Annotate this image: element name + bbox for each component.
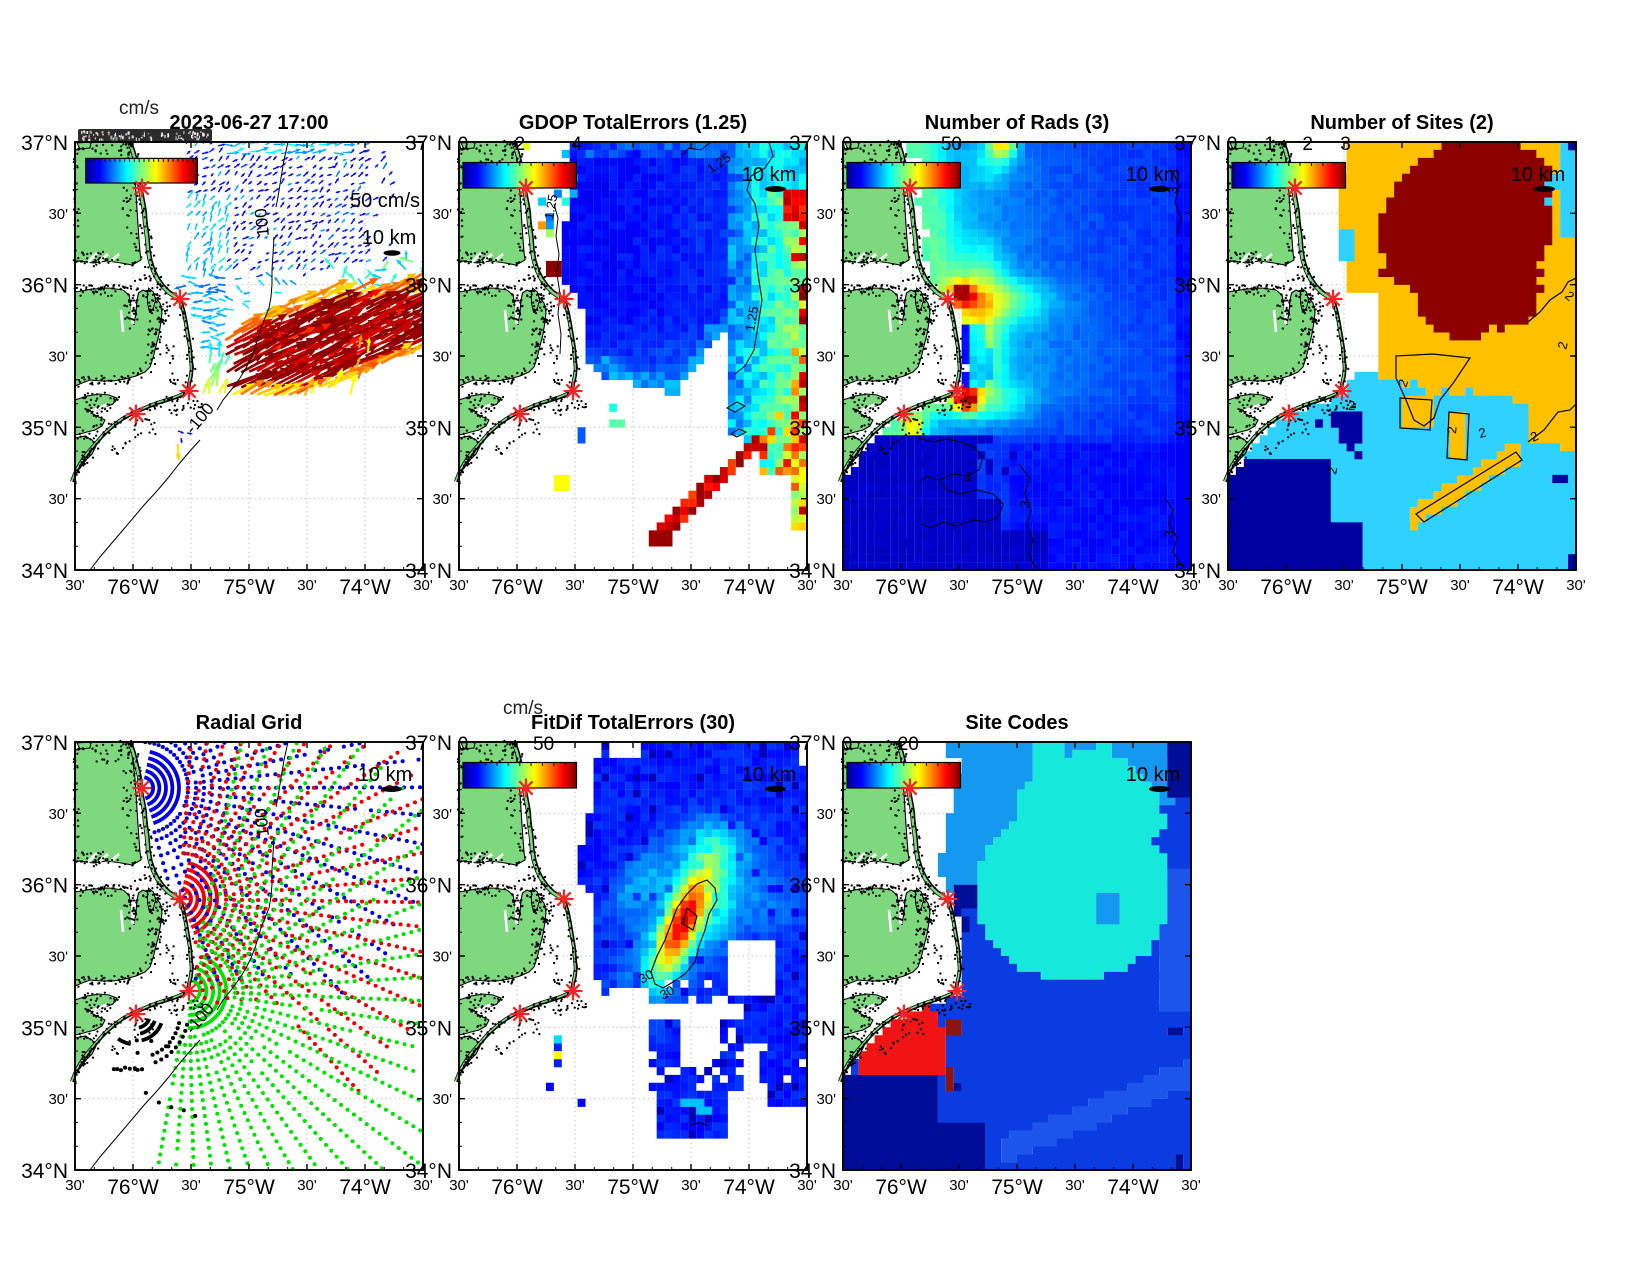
svg-text:1.25: 1.25 xyxy=(541,193,560,221)
svg-text:3: 3 xyxy=(1017,500,1033,509)
svg-text:50 cm/s: 50 cm/s xyxy=(350,190,420,212)
svg-text:Site Codes: Site Codes xyxy=(965,712,1068,734)
svg-text:3: 3 xyxy=(1161,530,1177,539)
svg-text:0: 0 xyxy=(842,734,853,755)
svg-text:2023-06-27 17:00: 2023-06-27 17:00 xyxy=(169,112,328,134)
svg-text:3: 3 xyxy=(962,468,973,484)
svg-text:0: 0 xyxy=(458,734,469,755)
svg-text:50: 50 xyxy=(533,734,554,755)
svg-text:cm/s: cm/s xyxy=(503,698,543,719)
svg-text:4: 4 xyxy=(571,134,582,155)
svg-text:1.25: 1.25 xyxy=(742,305,761,333)
svg-text:10 km: 10 km xyxy=(362,227,416,249)
svg-text:cm/s: cm/s xyxy=(119,98,159,119)
svg-text:2: 2 xyxy=(1302,134,1313,155)
svg-text:2: 2 xyxy=(1324,466,1340,476)
svg-text:3: 3 xyxy=(1165,186,1181,195)
svg-text:FitDif TotalErrors (30): FitDif TotalErrors (30) xyxy=(531,712,735,734)
svg-text:2: 2 xyxy=(1348,398,1355,413)
svg-text:2: 2 xyxy=(1477,425,1488,441)
svg-text:1: 1 xyxy=(1265,134,1276,155)
svg-text:Number of Rads (3): Number of Rads (3) xyxy=(925,112,1109,134)
svg-text:2: 2 xyxy=(1395,377,1412,389)
svg-text:0: 0 xyxy=(458,134,469,155)
svg-text:GDOP TotalErrors (1.25): GDOP TotalErrors (1.25) xyxy=(519,112,747,134)
svg-text:0: 0 xyxy=(842,134,853,155)
svg-text:30: 30 xyxy=(657,982,677,1002)
svg-text:Radial Grid: Radial Grid xyxy=(196,712,303,734)
svg-text:50: 50 xyxy=(941,134,962,155)
svg-text:3: 3 xyxy=(1340,134,1351,155)
svg-text:20: 20 xyxy=(898,734,919,755)
svg-text:2: 2 xyxy=(515,134,526,155)
svg-text:Number of Sites (2): Number of Sites (2) xyxy=(1310,112,1493,134)
svg-text:2: 2 xyxy=(1444,426,1460,435)
svg-text:0: 0 xyxy=(1227,134,1238,155)
svg-text:2: 2 xyxy=(1554,340,1570,351)
svg-text:30: 30 xyxy=(636,966,656,986)
